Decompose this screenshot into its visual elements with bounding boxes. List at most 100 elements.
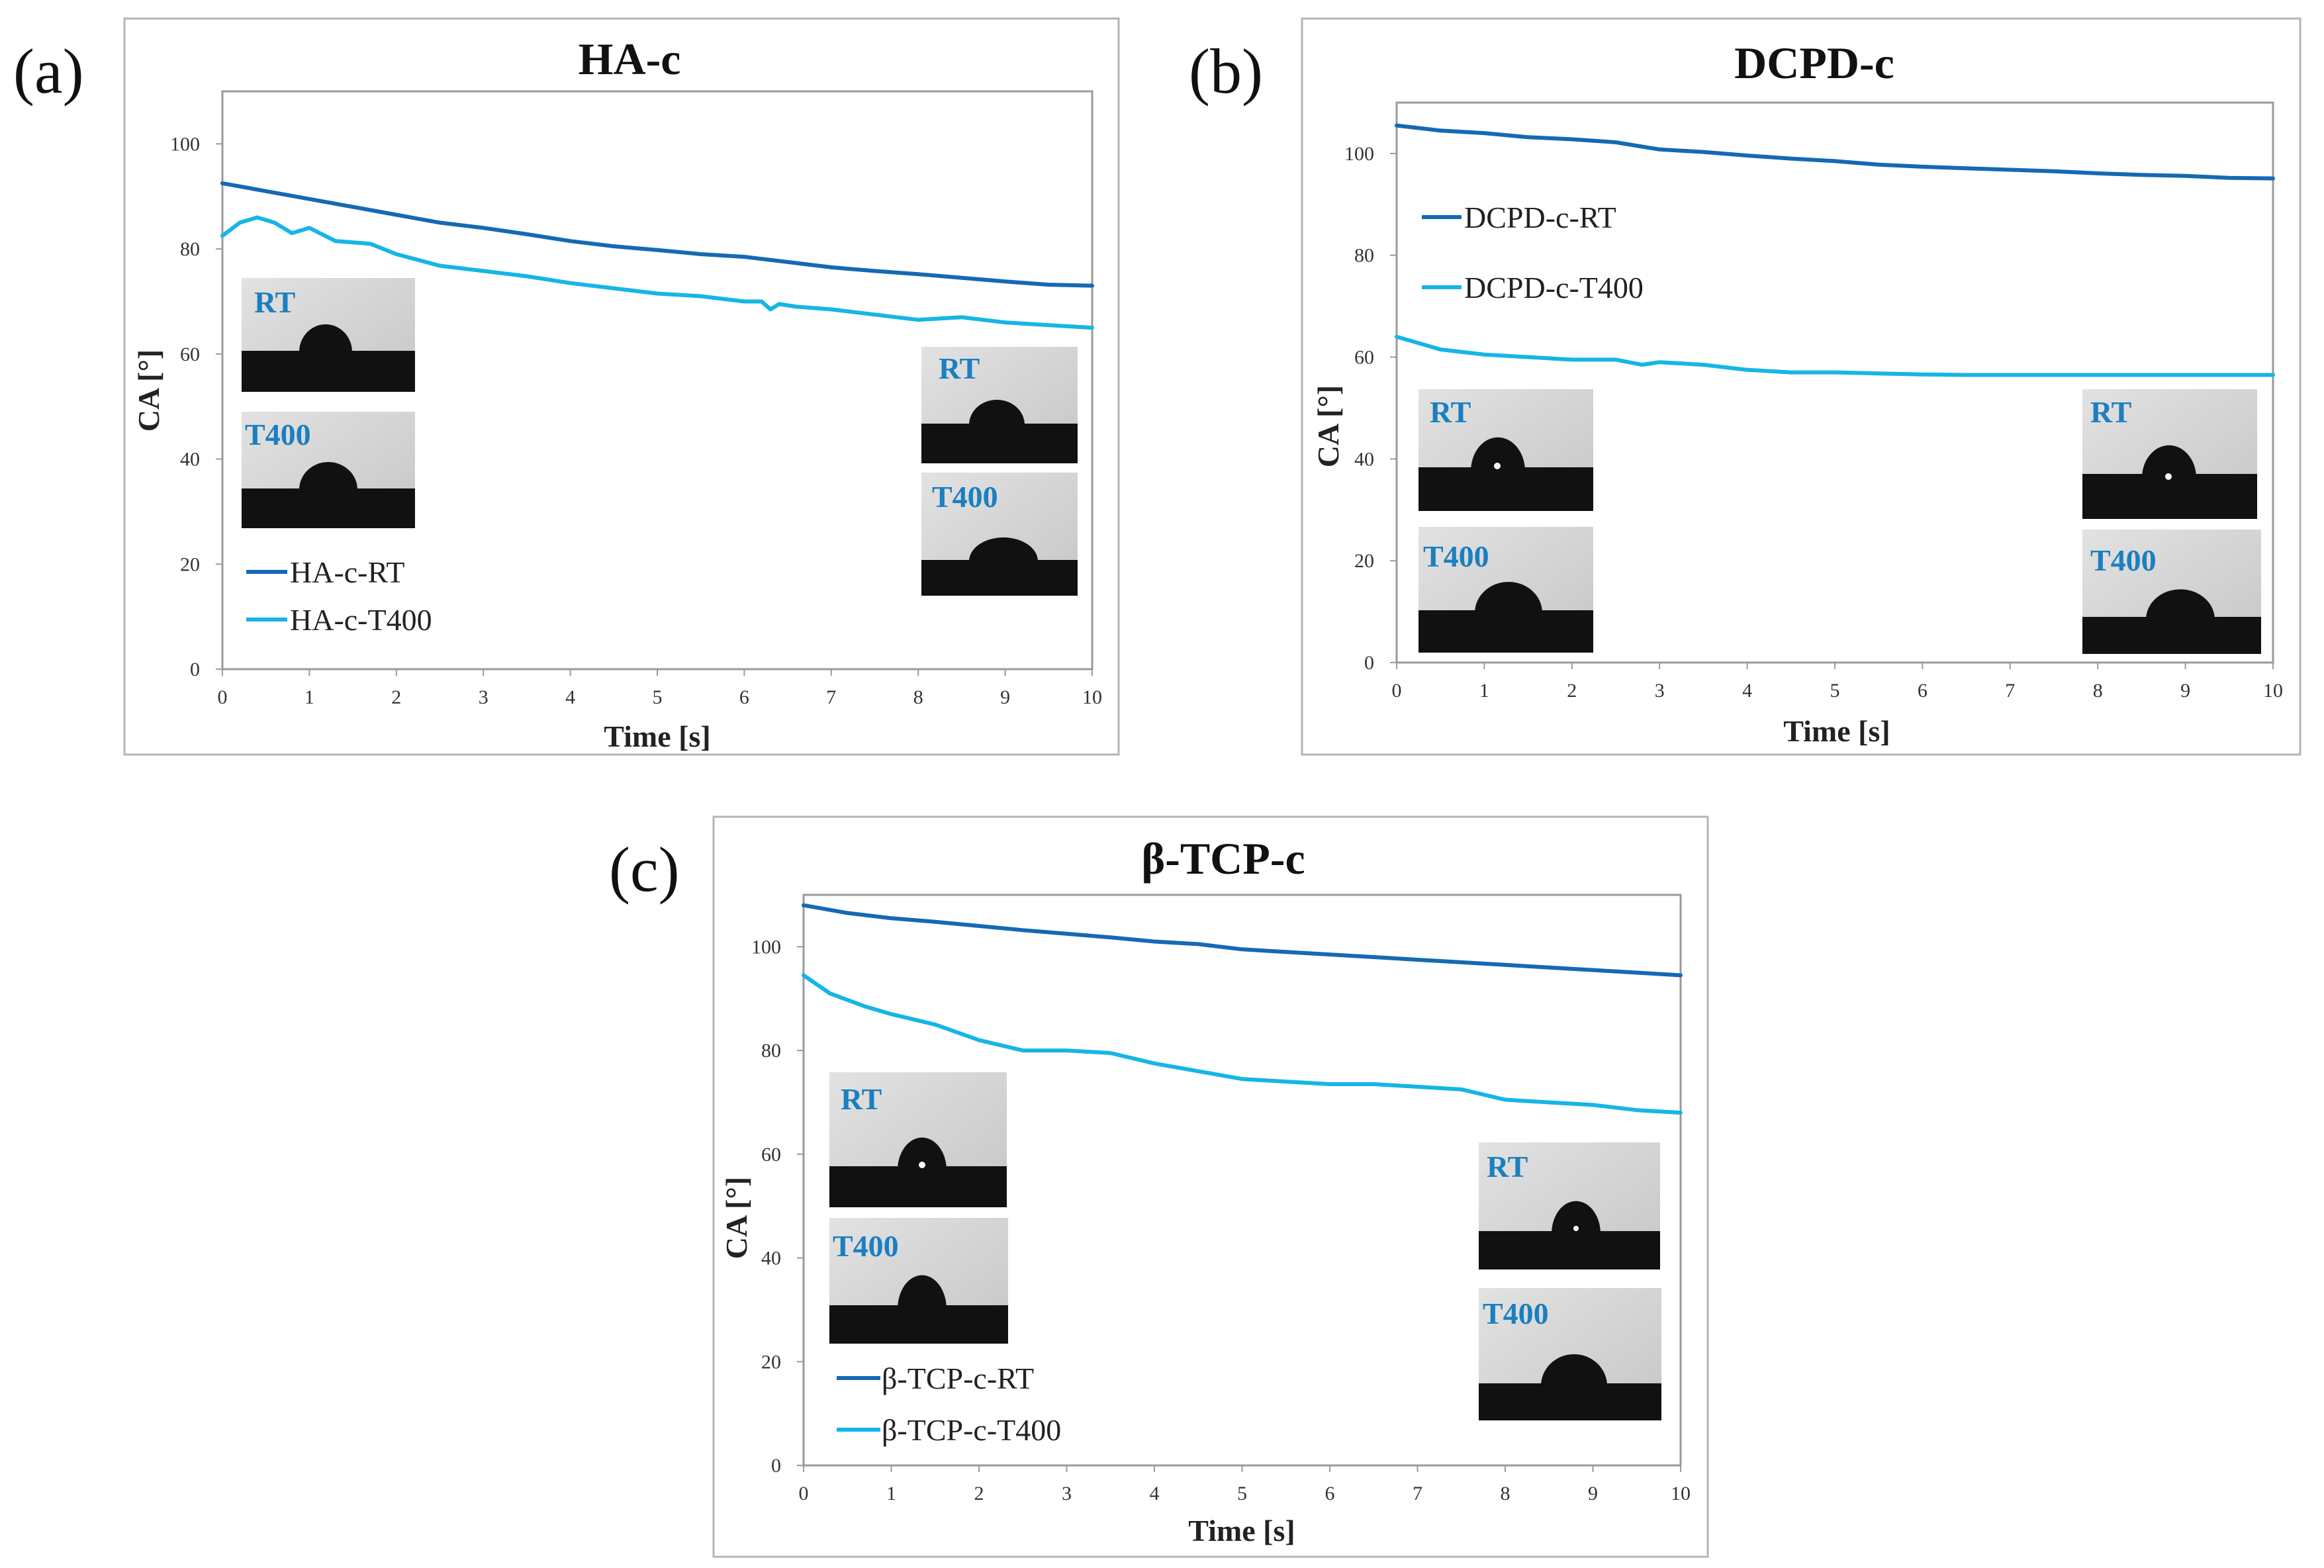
x-tick-label: 5 — [1830, 680, 1840, 702]
panel-c-series — [802, 903, 1683, 1115]
series-line-rt — [1395, 123, 2275, 181]
panel-b-y-axis-title: CA [°] — [1311, 385, 1345, 467]
x-tick-label: 10 — [2263, 680, 2283, 702]
y-tick-label: 20 — [180, 553, 200, 575]
x-tick-label: 0 — [1392, 680, 1402, 702]
y-tick-label: 40 — [1354, 448, 1374, 470]
inset-label: T400 — [833, 1229, 899, 1263]
y-tick-label: 40 — [180, 449, 200, 471]
y-tick-label: 0 — [1364, 652, 1374, 674]
legend-label-ha-c-t400: HA-c-T400 — [290, 603, 432, 637]
panel-c-inset-rt-left: RT — [829, 1072, 1007, 1207]
panel-a-legend: HA-c-RT HA-c-T400 — [246, 555, 432, 637]
x-tick-label: 8 — [1501, 1483, 1511, 1504]
y-tick-label: 60 — [761, 1144, 781, 1166]
panel-c-inset-rt-right: RT — [1479, 1142, 1660, 1269]
y-tick-label: 100 — [1344, 143, 1374, 165]
inset-label: RT — [841, 1082, 882, 1116]
x-tick-label: 5 — [1237, 1483, 1247, 1504]
panel-b-inset-rt-right: RT — [2082, 389, 2257, 519]
inset-label: RT — [254, 285, 295, 319]
x-tick-label: 4 — [565, 686, 575, 708]
y-tick-label: 20 — [1354, 550, 1374, 572]
inset-label: RT — [2090, 395, 2131, 429]
panel-b-legend: DCPD-c-RT DCPD-c-T400 — [1422, 201, 1644, 304]
panel-c-title: β-TCP-c — [1141, 833, 1305, 884]
x-tick-label: 9 — [2180, 680, 2190, 702]
y-tick-label: 0 — [771, 1455, 781, 1477]
y-tick-label: 20 — [761, 1351, 781, 1373]
panel-a-title: HA-c — [579, 34, 681, 84]
panel-b-series — [1395, 123, 2275, 377]
x-tick-label: 6 — [1325, 1483, 1335, 1504]
x-tick-label: 2 — [974, 1483, 984, 1504]
inset-label: RT — [939, 351, 980, 385]
panel-a-inset-rt-right: RT — [921, 347, 1078, 463]
x-tick-label: 6 — [1918, 680, 1928, 702]
panel-c-letter: (c) — [609, 834, 680, 905]
x-tick-label: 7 — [1413, 1483, 1422, 1504]
x-tick-label: 3 — [1062, 1483, 1072, 1504]
inset-label: T400 — [245, 418, 311, 451]
inset-label: T400 — [1483, 1297, 1549, 1330]
series-line-t400 — [802, 973, 1683, 1115]
panel-c-inset-t400-right: T400 — [1479, 1288, 1661, 1420]
y-tick-label: 80 — [1354, 245, 1374, 267]
inset-label: T400 — [2090, 543, 2157, 577]
panel-c-y-axis-title: CA [°] — [720, 1177, 753, 1259]
panel-b-inset-t400-right: T400 — [2082, 530, 2261, 654]
inset-label: RT — [1487, 1150, 1528, 1183]
panel-a-letter: (a) — [13, 36, 84, 107]
x-tick-label: 0 — [799, 1483, 809, 1504]
panel-a-y-axis-title: CA [°] — [132, 349, 165, 432]
y-tick-label: 60 — [1354, 347, 1374, 369]
y-tick-label: 100 — [170, 133, 200, 155]
panel-b-inset-t400-left: T400 — [1418, 527, 1593, 653]
y-tick-label: 80 — [180, 238, 200, 260]
panel-a-inset-rt-left: RT — [242, 278, 415, 392]
x-tick-label: 2 — [391, 686, 401, 708]
x-tick-label: 9 — [1000, 686, 1010, 708]
y-tick-label: 60 — [180, 344, 200, 365]
x-tick-label: 0 — [218, 686, 228, 708]
x-tick-label: 8 — [2093, 680, 2103, 702]
panel-b-letter: (b) — [1189, 36, 1263, 107]
inset-label: RT — [1430, 395, 1471, 429]
panel-c-x-axis-title: Time [s] — [1188, 1514, 1295, 1547]
panel-a-series — [220, 181, 1094, 330]
series-line-t400 — [220, 215, 1094, 330]
panel-b-title: DCPD-c — [1734, 38, 1894, 88]
y-tick-label: 80 — [761, 1040, 781, 1062]
series-line-t400 — [1395, 334, 2275, 377]
y-tick-label: 40 — [761, 1248, 781, 1269]
inset-label: T400 — [1423, 539, 1489, 573]
panel-a-inset-t400-left: T400 — [242, 412, 415, 528]
y-tick-label: 100 — [751, 936, 781, 958]
x-tick-label: 2 — [1567, 680, 1577, 702]
panel-a-inset-t400-right: T400 — [921, 473, 1078, 596]
series-line-rt — [220, 181, 1094, 288]
panel-b-inset-rt-left: RT — [1418, 389, 1593, 511]
x-tick-label: 7 — [2005, 680, 2015, 702]
legend-label-dcpd-c-rt: DCPD-c-RT — [1464, 201, 1616, 234]
x-tick-label: 10 — [1671, 1483, 1691, 1504]
inset-label: T400 — [932, 480, 998, 514]
x-tick-label: 3 — [1655, 680, 1665, 702]
x-tick-label: 3 — [479, 686, 488, 708]
x-tick-label: 7 — [826, 686, 836, 708]
x-tick-label: 5 — [653, 686, 663, 708]
x-tick-label: 6 — [739, 686, 749, 708]
panel-c-legend: β-TCP-c-RT β-TCP-c-T400 — [837, 1361, 1061, 1447]
x-tick-label: 1 — [304, 686, 314, 708]
legend-label-beta-tcp-c-rt: β-TCP-c-RT — [882, 1361, 1034, 1395]
panel-b-x-axis-title: Time [s] — [1783, 714, 1890, 748]
panel-a-x-axis-title: Time [s] — [604, 719, 710, 753]
x-tick-label: 9 — [1588, 1483, 1598, 1504]
